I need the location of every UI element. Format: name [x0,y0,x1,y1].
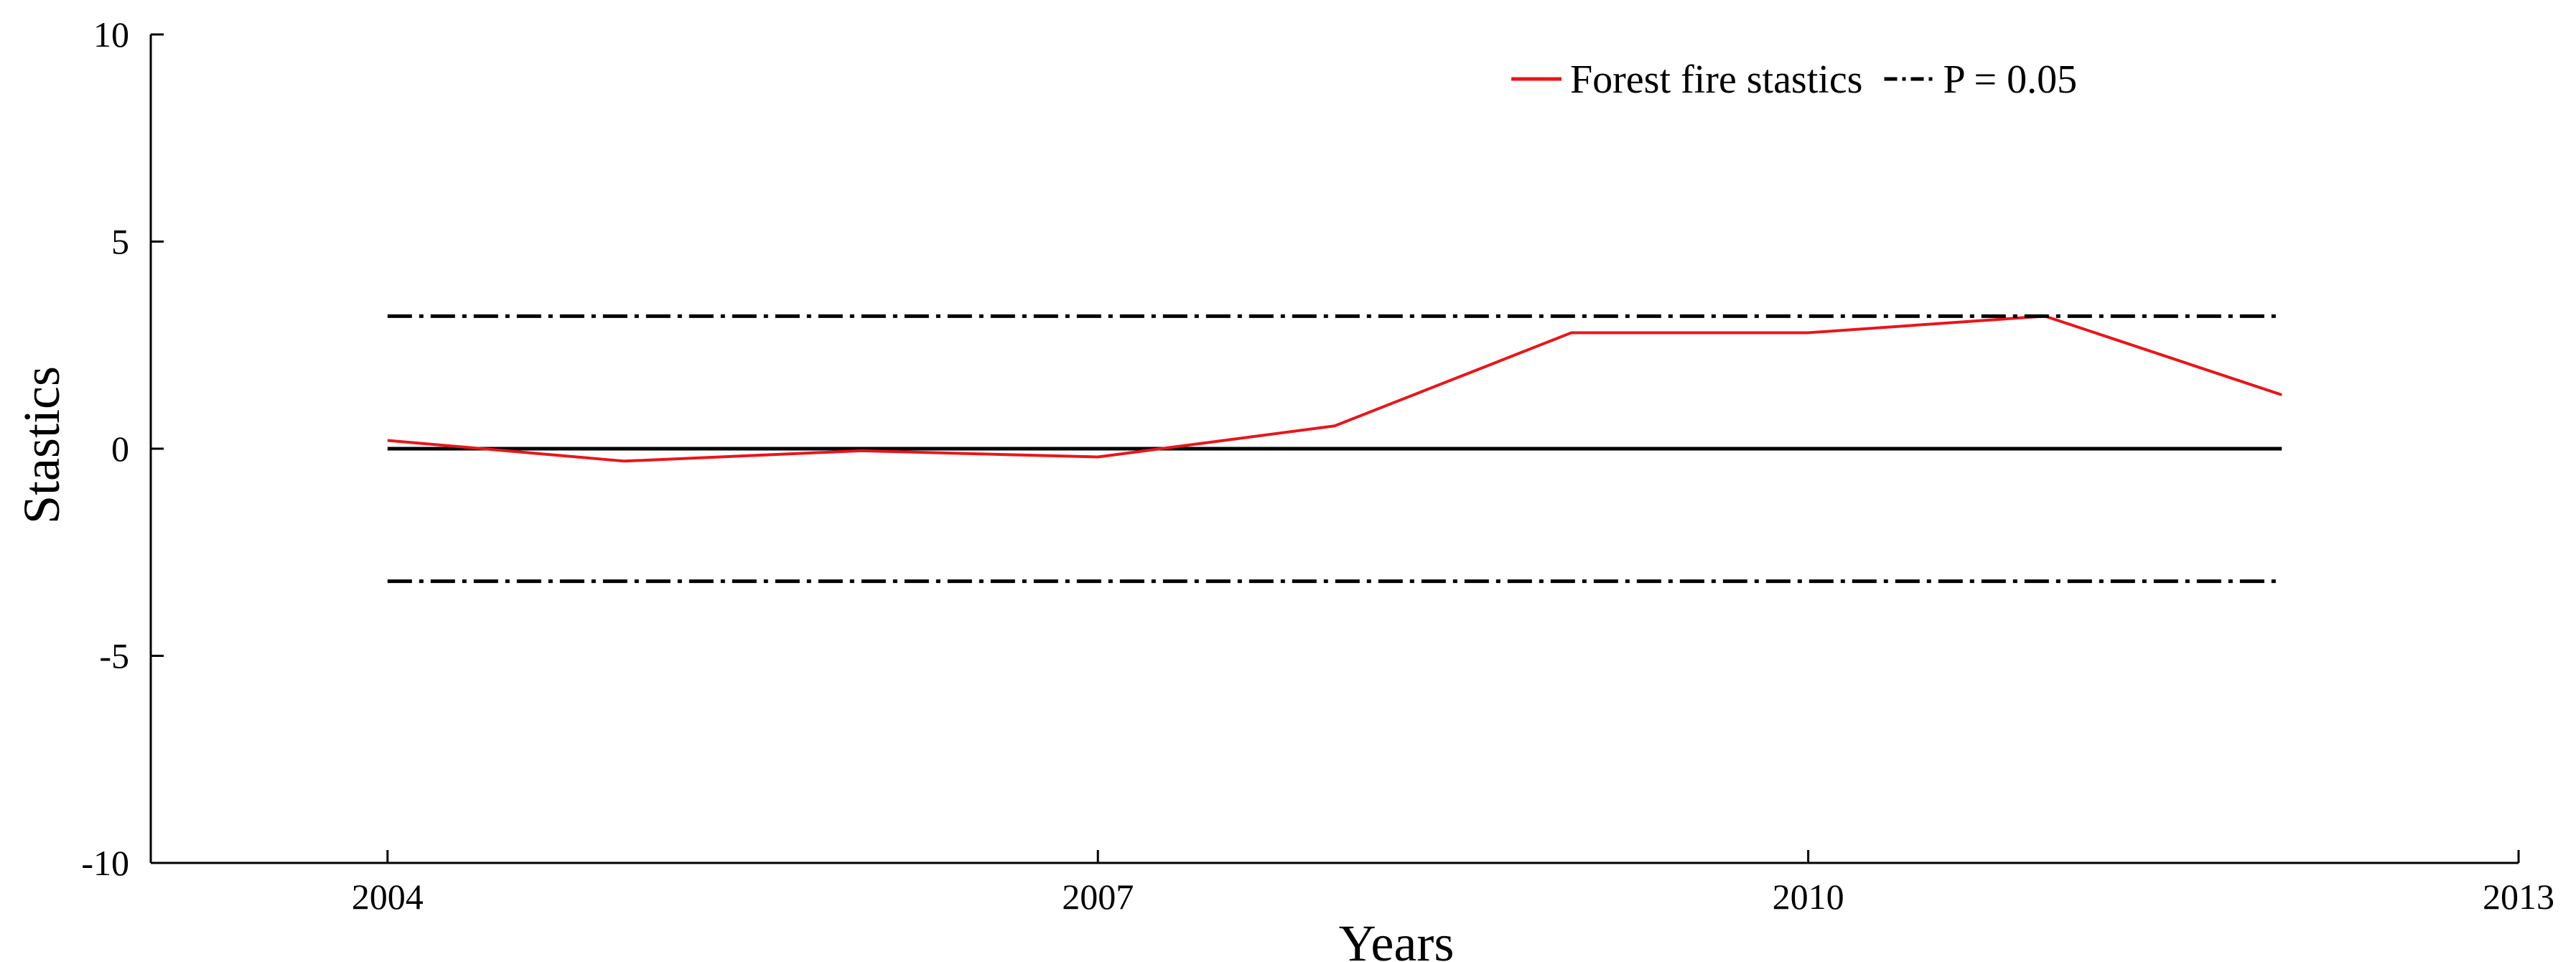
x-tick-label: 2013 [2483,877,2554,917]
y-axis-title: Stastics [13,366,70,524]
legend: Forest fire stastics P = 0.05 [1511,57,2077,102]
x-axis-title: Years [1339,915,1455,962]
y-tick-label: -10 [81,843,129,883]
y-tick-label: 5 [111,222,129,262]
tick-labels: 10 5 0 -5 -10 2004 2007 2010 2013 [81,14,2554,917]
chart-axes [149,33,2520,864]
legend-label: P = 0.05 [1943,57,2077,102]
series-layer [387,314,2282,584]
y-tick-label: -5 [99,636,129,676]
y-tick-label: 10 [93,14,129,55]
x-tick-label: 2004 [352,877,424,917]
series-line-forest-fire [387,314,2282,463]
x-tick-label: 2010 [1773,877,1844,917]
legend-label: Forest fire stastics [1570,57,1862,102]
x-tick-label: 2007 [1062,877,1134,917]
y-tick-label: 0 [111,429,129,469]
